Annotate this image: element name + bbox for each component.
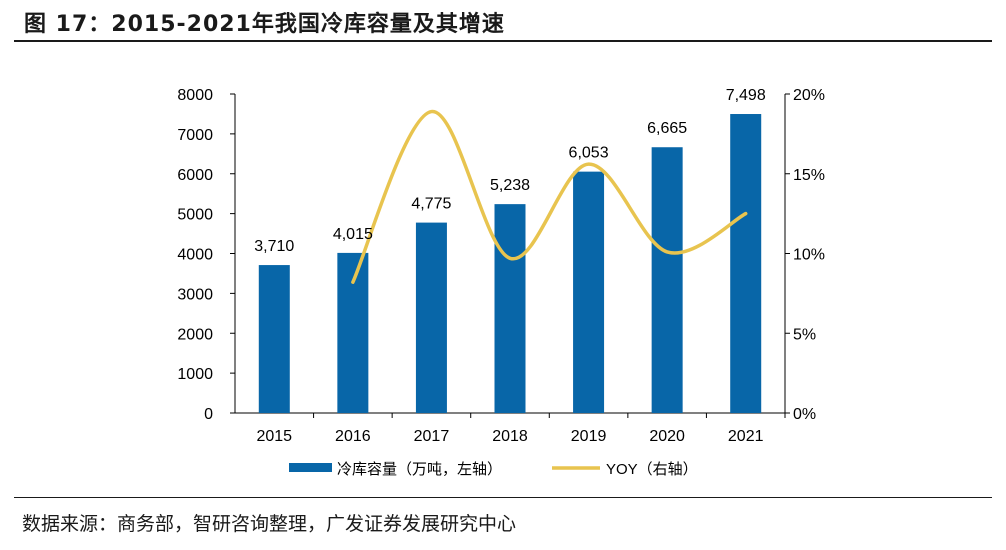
- axes: 0 1000 2000 3000 4000 5000 6000 7000 8000 0% 5% 10%…: [177, 87, 825, 445]
- legend-bar-swatch: [289, 463, 332, 472]
- left-tick-label: 4000: [177, 247, 213, 264]
- legend-line-label: YOY（右轴）: [606, 461, 698, 478]
- x-tick-label: 2017: [414, 428, 450, 445]
- source-note: 数据来源：商务部，智研咨询整理，广发证券发展研究中心: [22, 513, 517, 535]
- bar-2019: [573, 171, 605, 413]
- bar-2017: [415, 222, 447, 413]
- left-tick-label: 0: [204, 406, 213, 423]
- left-tick-label: 3000: [177, 286, 213, 303]
- yoy-line: [351, 109, 748, 284]
- right-tick-label: 10%: [793, 247, 825, 264]
- bar-value-label: 4,015: [333, 226, 373, 243]
- x-tick-label: 2016: [335, 428, 371, 445]
- x-tick-label: 2021: [728, 428, 764, 445]
- right-tick-label: 20%: [793, 87, 825, 104]
- x-tick-label: 2019: [571, 428, 607, 445]
- x-tick-label: 2018: [492, 428, 528, 445]
- bar-2016: [337, 252, 369, 413]
- bar-value-label: 7,498: [726, 87, 766, 104]
- bar-value-label: 5,238: [490, 177, 530, 194]
- left-tick-label: 6000: [177, 167, 213, 184]
- bar-2015: [258, 265, 290, 413]
- x-tick-label: 2020: [649, 428, 685, 445]
- legend: 冷库容量（万吨，左轴） YOY（右轴）: [289, 461, 698, 478]
- left-tick-label: 8000: [177, 87, 213, 104]
- legend-bar-label: 冷库容量（万吨，左轴）: [337, 461, 502, 478]
- figure-title: 图 17：2015-2021年我国冷库容量及其增速: [24, 12, 505, 37]
- yoy-series-line: [351, 109, 748, 284]
- left-tick-label: 7000: [177, 127, 213, 144]
- left-tick-label: 1000: [177, 366, 213, 383]
- left-tick-label: 2000: [177, 326, 213, 343]
- bar-value-label: 3,710: [254, 238, 294, 255]
- bar-2018: [494, 204, 526, 413]
- source-rule: [14, 497, 992, 498]
- bar-2021: [730, 114, 762, 414]
- right-tick-label: 0%: [793, 406, 816, 423]
- bar-2020: [651, 147, 683, 413]
- title-rule: [14, 40, 992, 42]
- left-tick-label: 5000: [177, 207, 213, 224]
- bar-value-label: 4,775: [411, 196, 451, 213]
- x-tick-label: 2015: [256, 428, 292, 445]
- bar-value-label: 6,665: [647, 120, 687, 137]
- bar-value-label: 6,053: [569, 145, 609, 162]
- right-tick-label: 5%: [793, 326, 816, 343]
- right-tick-label: 15%: [793, 167, 825, 184]
- bars: [258, 114, 762, 414]
- data-labels: 3,710 4,015 4,775 5,238 6,053 6,665 7,498: [254, 87, 766, 255]
